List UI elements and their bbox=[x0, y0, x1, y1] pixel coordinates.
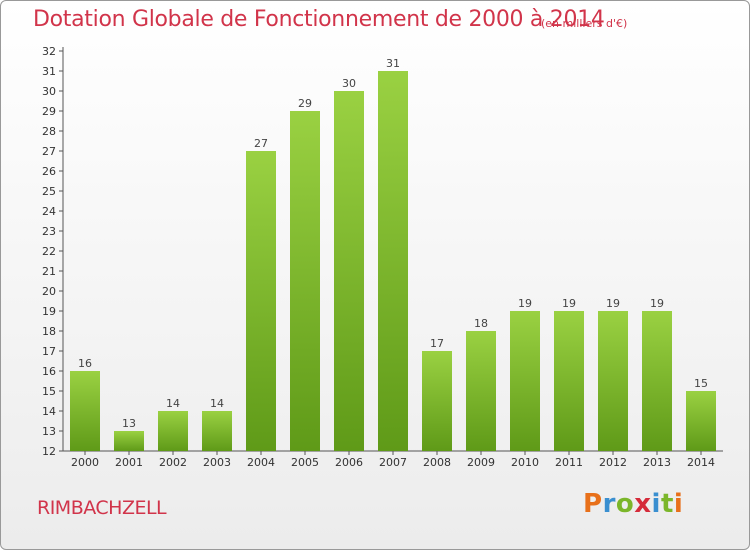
y-tick-label: 23 bbox=[42, 225, 56, 238]
logo-letter: x bbox=[634, 489, 652, 519]
data-label: 30 bbox=[342, 77, 356, 90]
bar bbox=[642, 311, 672, 451]
y-tick-label: 24 bbox=[42, 205, 56, 218]
bar bbox=[70, 371, 100, 451]
bar bbox=[598, 311, 628, 451]
bar bbox=[290, 111, 320, 451]
y-tick-label: 32 bbox=[42, 45, 56, 58]
bar bbox=[202, 411, 232, 451]
x-tick-label: 2014 bbox=[687, 456, 715, 469]
logo-letter: t bbox=[660, 489, 674, 519]
logo-letter: i bbox=[651, 489, 661, 519]
x-tick-label: 2003 bbox=[203, 456, 231, 469]
bar bbox=[466, 331, 496, 451]
x-tick-label: 2002 bbox=[159, 456, 187, 469]
data-label: 31 bbox=[386, 57, 400, 70]
y-tick-label: 17 bbox=[42, 345, 56, 358]
data-label: 14 bbox=[210, 397, 224, 410]
x-tick-label: 2013 bbox=[643, 456, 671, 469]
logo-letter: o bbox=[615, 489, 635, 519]
y-tick-label: 16 bbox=[42, 365, 56, 378]
x-tick-label: 2006 bbox=[335, 456, 363, 469]
chart-title: Dotation Globale de Fonctionnement de 20… bbox=[33, 7, 605, 32]
y-tick-label: 25 bbox=[42, 185, 56, 198]
bar bbox=[686, 391, 716, 451]
data-label: 13 bbox=[122, 417, 136, 430]
bar bbox=[554, 311, 584, 451]
bar bbox=[246, 151, 276, 451]
data-label: 17 bbox=[430, 337, 444, 350]
logo-letter: P bbox=[583, 489, 603, 519]
commune-name: RIMBACHZELL bbox=[37, 497, 167, 519]
y-tick-label: 15 bbox=[42, 385, 56, 398]
proxiti-logo[interactable]: Proxiti bbox=[583, 489, 683, 519]
bar bbox=[334, 91, 364, 451]
data-label: 15 bbox=[694, 377, 708, 390]
x-tick-label: 2012 bbox=[599, 456, 627, 469]
x-tick-label: 2010 bbox=[511, 456, 539, 469]
y-tick-label: 12 bbox=[42, 445, 56, 458]
x-tick-label: 2004 bbox=[247, 456, 275, 469]
y-tick-label: 13 bbox=[42, 425, 56, 438]
y-tick-label: 27 bbox=[42, 145, 56, 158]
y-tick-label: 29 bbox=[42, 105, 56, 118]
y-tick-label: 18 bbox=[42, 325, 56, 338]
bar bbox=[422, 351, 452, 451]
x-tick-label: 2001 bbox=[115, 456, 143, 469]
data-label: 29 bbox=[298, 97, 312, 110]
data-label: 19 bbox=[562, 297, 576, 310]
data-label: 16 bbox=[78, 357, 92, 370]
y-tick-label: 31 bbox=[42, 65, 56, 78]
logo-letter: i bbox=[673, 489, 684, 519]
data-label: 19 bbox=[518, 297, 532, 310]
y-tick-label: 30 bbox=[42, 85, 56, 98]
y-tick-label: 21 bbox=[42, 265, 56, 278]
data-label: 27 bbox=[254, 137, 268, 150]
x-tick-label: 2005 bbox=[291, 456, 319, 469]
y-tick-label: 20 bbox=[42, 285, 56, 298]
y-tick-label: 22 bbox=[42, 245, 56, 258]
y-tick-label: 26 bbox=[42, 165, 56, 178]
chart-subtitle: (en milliers d'€) bbox=[541, 17, 628, 30]
data-label: 19 bbox=[650, 297, 664, 310]
x-tick-label: 2007 bbox=[379, 456, 407, 469]
bar bbox=[378, 71, 408, 451]
y-tick-label: 19 bbox=[42, 305, 56, 318]
data-label: 18 bbox=[474, 317, 488, 330]
x-tick-label: 2000 bbox=[71, 456, 99, 469]
x-tick-label: 2008 bbox=[423, 456, 451, 469]
y-tick-label: 14 bbox=[42, 405, 56, 418]
data-label: 14 bbox=[166, 397, 180, 410]
data-label: 19 bbox=[606, 297, 620, 310]
bar bbox=[158, 411, 188, 451]
logo-letter: r bbox=[602, 489, 616, 519]
bar bbox=[114, 431, 144, 451]
x-tick-label: 2009 bbox=[467, 456, 495, 469]
y-tick-label: 28 bbox=[42, 125, 56, 138]
bar bbox=[510, 311, 540, 451]
x-tick-label: 2011 bbox=[555, 456, 583, 469]
